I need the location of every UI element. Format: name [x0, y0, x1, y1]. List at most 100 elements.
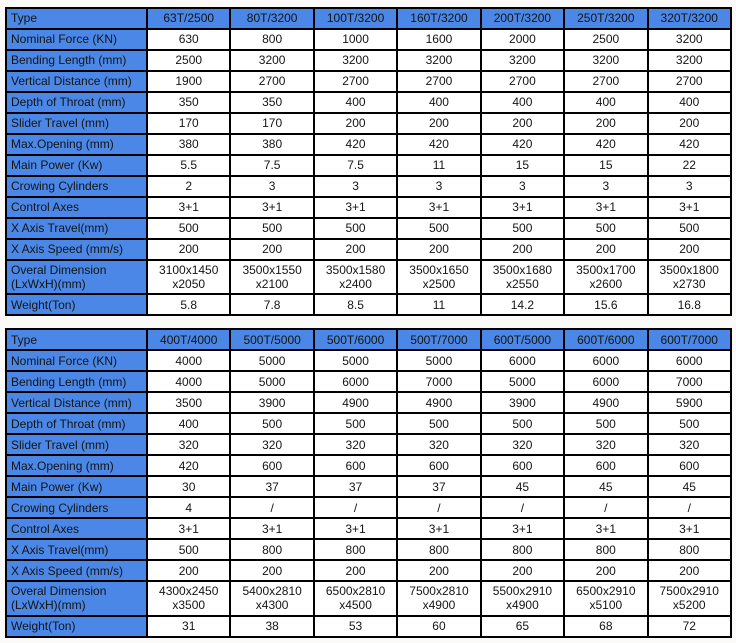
- data-cell: /: [646, 496, 732, 520]
- column-header-cell: 63T/2500: [145, 7, 232, 30]
- row-label-cell: X Axis Travel(mm): [5, 538, 148, 562]
- data-cell: 5.8: [145, 293, 232, 317]
- data-cell: 5500x2910 x4900: [479, 580, 566, 617]
- data-cell: 200: [312, 112, 399, 135]
- data-cell: /: [312, 496, 399, 520]
- data-cell: 3+1: [563, 196, 649, 219]
- data-cell: 800: [229, 538, 315, 562]
- row-label-cell: Weight(Ton): [5, 614, 148, 638]
- table-row: Nominal Force (KN) 630 800 1000 1600 2000 2500…: [5, 28, 732, 51]
- data-cell: 3: [646, 175, 732, 198]
- data-cell: 3+1: [229, 517, 315, 541]
- row-label-cell: Depth of Throat (mm): [5, 412, 148, 436]
- data-cell: 3+1: [229, 196, 315, 219]
- data-cell: 200: [145, 559, 232, 583]
- data-cell: 3+1: [646, 196, 732, 219]
- data-cell: 1900: [145, 70, 232, 93]
- spec-table-lower-container: Type 400T/4000 500T/5000 500T/6000 500T/7000…: [5, 328, 732, 638]
- data-cell: 200: [229, 559, 315, 583]
- row-label-cell: Main Power (Kw): [5, 475, 148, 499]
- data-cell: 11: [396, 154, 482, 177]
- data-cell: 320: [312, 433, 399, 457]
- row-label-cell: Depth of Throat (mm): [5, 91, 148, 114]
- data-cell: 37: [396, 475, 482, 499]
- data-cell: 600: [479, 454, 566, 478]
- data-cell: 420: [646, 133, 732, 156]
- data-cell: 2500: [145, 49, 232, 72]
- data-cell: 5000: [229, 349, 315, 373]
- table-row: Vertical Distance (mm) 1900 2700 2700 2700 27…: [5, 70, 732, 93]
- data-cell: 2700: [479, 70, 566, 93]
- data-cell: 4900: [396, 391, 482, 415]
- table-row: X Axis Travel(mm) 500 500 500 500 500 500 500: [5, 217, 732, 240]
- data-cell: 400: [145, 412, 232, 436]
- data-cell: 500: [229, 412, 315, 436]
- table-row: Max.Opening (mm) 420 600 600 600 600 600 600: [5, 454, 732, 478]
- data-cell: 420: [396, 133, 482, 156]
- row-label-cell: Weight(Ton): [5, 293, 148, 317]
- data-cell: 500: [312, 412, 399, 436]
- data-cell: 500: [312, 217, 399, 240]
- data-cell: 3+1: [479, 517, 566, 541]
- data-cell: 6000: [563, 370, 649, 394]
- data-cell: 4000: [145, 349, 232, 373]
- data-cell: 420: [563, 133, 649, 156]
- data-cell: 6000: [479, 349, 566, 373]
- data-cell: 3500x1650 x2500: [396, 258, 482, 296]
- data-cell: 1600: [396, 28, 482, 51]
- data-cell: /: [479, 496, 566, 520]
- column-header-cell: 500T/6000: [312, 328, 399, 352]
- table-row: Overal Dimension (LxWxH)(mm) 4300x2450 x3…: [5, 580, 732, 617]
- row-label-cell: Nominal Force (KN): [5, 28, 148, 51]
- table-row: Slider Travel (mm) 320 320 320 320 320 320 320: [5, 433, 732, 457]
- data-cell: 72: [646, 614, 732, 638]
- data-cell: 800: [312, 538, 399, 562]
- data-cell: 800: [563, 538, 649, 562]
- table-row: X Axis Travel(mm) 500 800 800 800 800 800 800: [5, 538, 732, 562]
- data-cell: 600: [563, 454, 649, 478]
- data-cell: 3100x1450 x2050: [145, 258, 232, 296]
- data-cell: 7500x2910 x5200: [646, 580, 732, 617]
- data-cell: 3500x1800 x2730: [646, 258, 732, 296]
- data-cell: 500: [479, 217, 566, 240]
- row-label-cell: Slider Travel (mm): [5, 112, 148, 135]
- data-cell: 500: [646, 412, 732, 436]
- table-row: Main Power (Kw) 5.5 7.5 7.5 11 15 15 22: [5, 154, 732, 177]
- data-cell: 3900: [229, 391, 315, 415]
- table-row: Weight(Ton) 5.8 7.8 8.5 11 14.2 15.6 16.8: [5, 293, 732, 317]
- data-cell: 2700: [312, 70, 399, 93]
- data-cell: 16.8: [646, 293, 732, 317]
- table-row: Crowing Cylinders 2 3 3 3 3 3 3: [5, 175, 732, 198]
- data-cell: 400: [312, 91, 399, 114]
- data-cell: 3500x1680 x2550: [479, 258, 566, 296]
- header-row: Type 63T/2500 80T/3200 100T/3200 160T/3200 20…: [5, 7, 732, 30]
- data-cell: 2500: [563, 28, 649, 51]
- data-cell: 500: [646, 217, 732, 240]
- row-label-cell: Overal Dimension (LxWxH)(mm): [5, 580, 148, 617]
- data-cell: 320: [229, 433, 315, 457]
- data-cell: 31: [145, 614, 232, 638]
- row-label-cell: X Axis Speed (mm/s): [5, 238, 148, 261]
- data-cell: 200: [312, 238, 399, 261]
- row-label-cell: Bending Length (mm): [5, 49, 148, 72]
- data-cell: 200: [479, 238, 566, 261]
- data-cell: 15: [479, 154, 566, 177]
- data-cell: 200: [479, 112, 566, 135]
- data-cell: 3500: [145, 391, 232, 415]
- data-cell: 60: [396, 614, 482, 638]
- data-cell: 350: [229, 91, 315, 114]
- row-label-cell: Nominal Force (KN): [5, 349, 148, 373]
- data-cell: 14.2: [479, 293, 566, 317]
- row-label-cell: Crowing Cylinders: [5, 496, 148, 520]
- data-cell: 400: [479, 91, 566, 114]
- data-cell: 500: [396, 217, 482, 240]
- data-cell: 1000: [312, 28, 399, 51]
- column-header-cell: 320T/3200: [646, 7, 732, 30]
- table-row: Main Power (Kw) 30 37 37 37 45 45 45: [5, 475, 732, 499]
- row-label-cell: Slider Travel (mm): [5, 433, 148, 457]
- data-cell: 200: [563, 238, 649, 261]
- data-cell: 3+1: [312, 196, 399, 219]
- table-row: Depth of Throat (mm) 400 500 500 500 500 500 50…: [5, 412, 732, 436]
- row-label-cell: X Axis Speed (mm/s): [5, 559, 148, 583]
